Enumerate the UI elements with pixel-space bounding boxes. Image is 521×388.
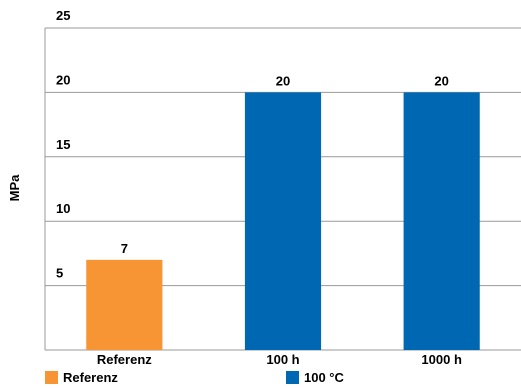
legend-label-100c: 100 °C xyxy=(304,370,344,385)
legend-swatch-referenz xyxy=(45,371,58,384)
bar-1000-h xyxy=(403,92,480,351)
legend-swatch-100c xyxy=(286,371,299,384)
legend: Referenz 100 °C xyxy=(0,370,521,388)
category-label-referenz: Referenz xyxy=(97,352,152,367)
bar-100-h xyxy=(244,92,322,351)
category-label-100-h: 100 h xyxy=(266,352,299,367)
data-label-100-h: 20 xyxy=(276,73,290,88)
legend-item-referenz: Referenz xyxy=(45,370,118,385)
y-tick-label-20: 20 xyxy=(56,72,70,87)
data-label-1000-h: 20 xyxy=(434,73,448,88)
bar-referenz xyxy=(86,259,163,350)
data-label-referenz: 7 xyxy=(121,241,128,256)
y-tick-label-10: 10 xyxy=(56,201,70,216)
legend-label-referenz: Referenz xyxy=(63,370,118,385)
y-tick-label-5: 5 xyxy=(56,266,63,281)
category-label-1000-h: 1000 h xyxy=(421,352,462,367)
y-tick-label-15: 15 xyxy=(56,137,70,152)
bar-chart: MPa 5 10 15 20 25 7 Referenz 20 100 h 20 1000 h xyxy=(7,8,521,367)
y-tick-label-25: 25 xyxy=(56,8,70,23)
legend-item-100c: 100 °C xyxy=(286,370,344,385)
y-axis-title: MPa xyxy=(7,174,22,202)
